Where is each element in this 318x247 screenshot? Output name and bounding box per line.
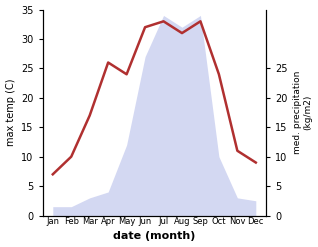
- Y-axis label: med. precipitation
(kg/m2): med. precipitation (kg/m2): [293, 71, 313, 154]
- X-axis label: date (month): date (month): [113, 231, 196, 242]
- Y-axis label: max temp (C): max temp (C): [5, 79, 16, 146]
